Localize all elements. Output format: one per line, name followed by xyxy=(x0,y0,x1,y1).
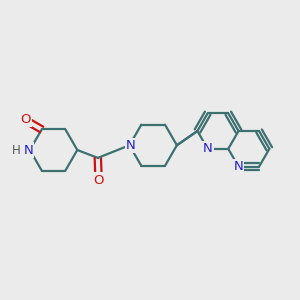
Text: N: N xyxy=(126,139,136,152)
Text: O: O xyxy=(20,113,31,126)
Text: N: N xyxy=(23,143,33,157)
Text: O: O xyxy=(93,173,104,187)
Text: N: N xyxy=(234,160,243,173)
Text: N: N xyxy=(203,142,213,155)
Text: H: H xyxy=(12,144,20,158)
